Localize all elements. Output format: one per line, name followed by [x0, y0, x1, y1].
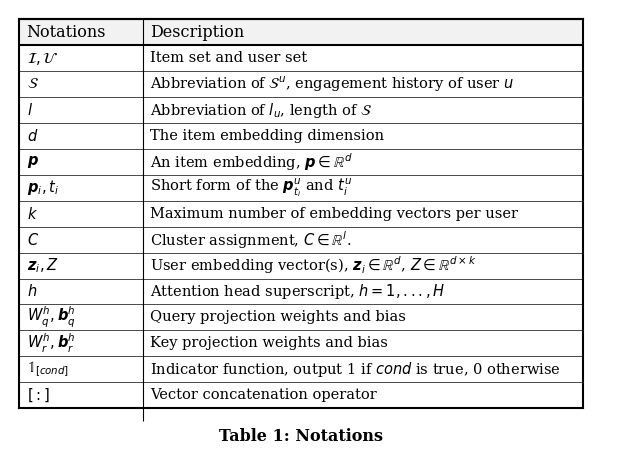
- Text: $\boldsymbol{z}_i, Z$: $\boldsymbol{z}_i, Z$: [26, 256, 58, 275]
- Text: $\boldsymbol{p}$: $\boldsymbol{p}$: [26, 154, 38, 170]
- Text: Query projection weights and bias: Query projection weights and bias: [150, 311, 406, 325]
- Text: User embedding vector(s), $\boldsymbol{z}_i \in \mathbb{R}^d$, $Z \in \mathbb{R}: User embedding vector(s), $\boldsymbol{z…: [150, 255, 477, 276]
- Text: $d$: $d$: [26, 128, 38, 144]
- Text: Short form of the $\boldsymbol{p}^u_{t_i}$ and $t^u_i$: Short form of the $\boldsymbol{p}^u_{t_i…: [150, 176, 353, 199]
- FancyBboxPatch shape: [19, 20, 582, 45]
- Text: Description: Description: [150, 24, 244, 41]
- Text: Cluster assignment, $C \in \mathbb{R}^l$.: Cluster assignment, $C \in \mathbb{R}^l$…: [150, 229, 352, 251]
- Text: $l$: $l$: [26, 102, 33, 118]
- Text: The item embedding dimension: The item embedding dimension: [150, 129, 385, 143]
- Text: $h$: $h$: [26, 283, 37, 300]
- Text: Vector concatenation operator: Vector concatenation operator: [150, 388, 377, 402]
- Text: $\mathcal{I}, \mathcal{U}$: $\mathcal{I}, \mathcal{U}$: [26, 50, 58, 67]
- Text: Item set and user set: Item set and user set: [150, 51, 308, 65]
- Text: $k$: $k$: [26, 206, 38, 222]
- Text: $\boldsymbol{p}_i, t_i$: $\boldsymbol{p}_i, t_i$: [26, 178, 59, 197]
- Text: $W^h_r, \boldsymbol{b}^h_r$: $W^h_r, \boldsymbol{b}^h_r$: [26, 332, 75, 355]
- Text: $C$: $C$: [26, 232, 38, 248]
- Text: Notations: Notations: [26, 24, 106, 41]
- Text: Table 1: Notations: Table 1: Notations: [219, 428, 383, 445]
- Text: Abbreviation of $l_u$, length of $\mathcal{S}$: Abbreviation of $l_u$, length of $\mathc…: [150, 101, 372, 119]
- Text: Attention head superscript, $h = 1, ..., H$: Attention head superscript, $h = 1, ...,…: [150, 282, 445, 301]
- Text: Key projection weights and bias: Key projection weights and bias: [150, 336, 388, 350]
- Text: Maximum number of embedding vectors per user: Maximum number of embedding vectors per …: [150, 207, 518, 221]
- Text: $\mathbb{1}_{[cond]}$: $\mathbb{1}_{[cond]}$: [26, 360, 68, 379]
- Text: $W^h_q, \boldsymbol{b}^h_q$: $W^h_q, \boldsymbol{b}^h_q$: [26, 305, 76, 330]
- Text: Indicator function, output 1 if $\mathit{cond}$ is true, 0 otherwise: Indicator function, output 1 if $\mathit…: [150, 360, 561, 379]
- Text: An item embedding, $\boldsymbol{p} \in \mathbb{R}^d$: An item embedding, $\boldsymbol{p} \in \…: [150, 151, 353, 173]
- Text: $[:]$: $[:]$: [26, 386, 49, 404]
- Text: Abbreviation of $\mathcal{S}^u$, engagement history of user $u$: Abbreviation of $\mathcal{S}^u$, engagem…: [150, 74, 515, 94]
- Text: $\mathcal{S}$: $\mathcal{S}$: [26, 77, 38, 91]
